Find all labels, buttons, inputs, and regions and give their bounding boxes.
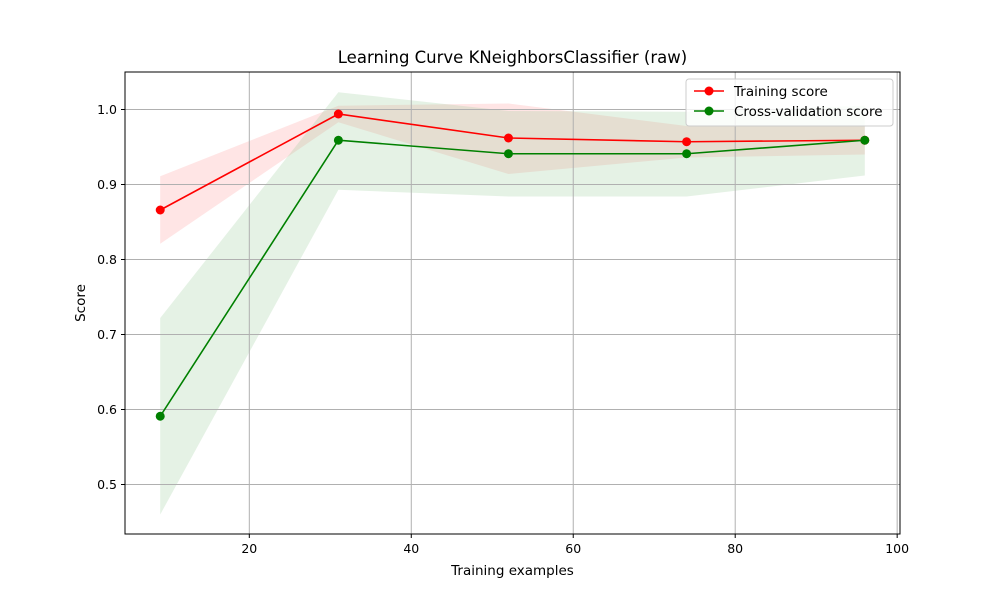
y-tick-label-0: 0.5	[97, 477, 117, 492]
legend-label-1: Cross-validation score	[734, 104, 883, 120]
legend-label-0: Training score	[733, 84, 828, 100]
x-tick-label-4: 100	[885, 541, 909, 556]
data-point-1-3	[682, 149, 692, 159]
data-point-1-0	[155, 411, 165, 421]
data-point-1-4	[860, 135, 870, 145]
y-axis-ticks: 0.5 0.6 0.7 0.8 0.9 1.0	[97, 102, 125, 492]
data-point-0-0	[155, 205, 165, 215]
plot-area-frame	[124, 71, 901, 535]
x-axis-ticks: 20 40 60 80 100	[241, 534, 909, 556]
data-point-0-2	[503, 133, 513, 143]
y-tick-label-5: 1.0	[97, 102, 117, 117]
legend-box	[685, 78, 894, 127]
y-tick-label-4: 0.9	[97, 177, 117, 192]
series-points	[155, 109, 870, 421]
data-point-0-3	[682, 137, 692, 147]
x-tick-label-0: 20	[241, 541, 257, 556]
y-axis-label: Score	[73, 284, 89, 322]
data-point-1-2	[503, 149, 513, 159]
y-tick-label-3: 0.8	[97, 252, 117, 267]
x-tick-label-1: 40	[403, 541, 419, 556]
grid-lines	[125, 72, 900, 534]
data-point-1-1	[333, 135, 343, 145]
y-tick-label-1: 0.6	[97, 402, 117, 417]
legend-marker-0	[704, 86, 714, 96]
confidence-band-1	[160, 92, 865, 515]
x-tick-label-2: 60	[565, 541, 581, 556]
data-point-0-1	[333, 109, 343, 119]
chart-title: Learning Curve KNeighborsClassifier (raw…	[338, 48, 687, 67]
y-tick-label-2: 0.7	[97, 327, 117, 342]
x-tick-label-3: 80	[727, 541, 743, 556]
x-axis-label: Training examples	[450, 563, 574, 579]
legend: Training score Cross-validation score	[685, 78, 894, 127]
legend-marker-1	[704, 106, 714, 116]
